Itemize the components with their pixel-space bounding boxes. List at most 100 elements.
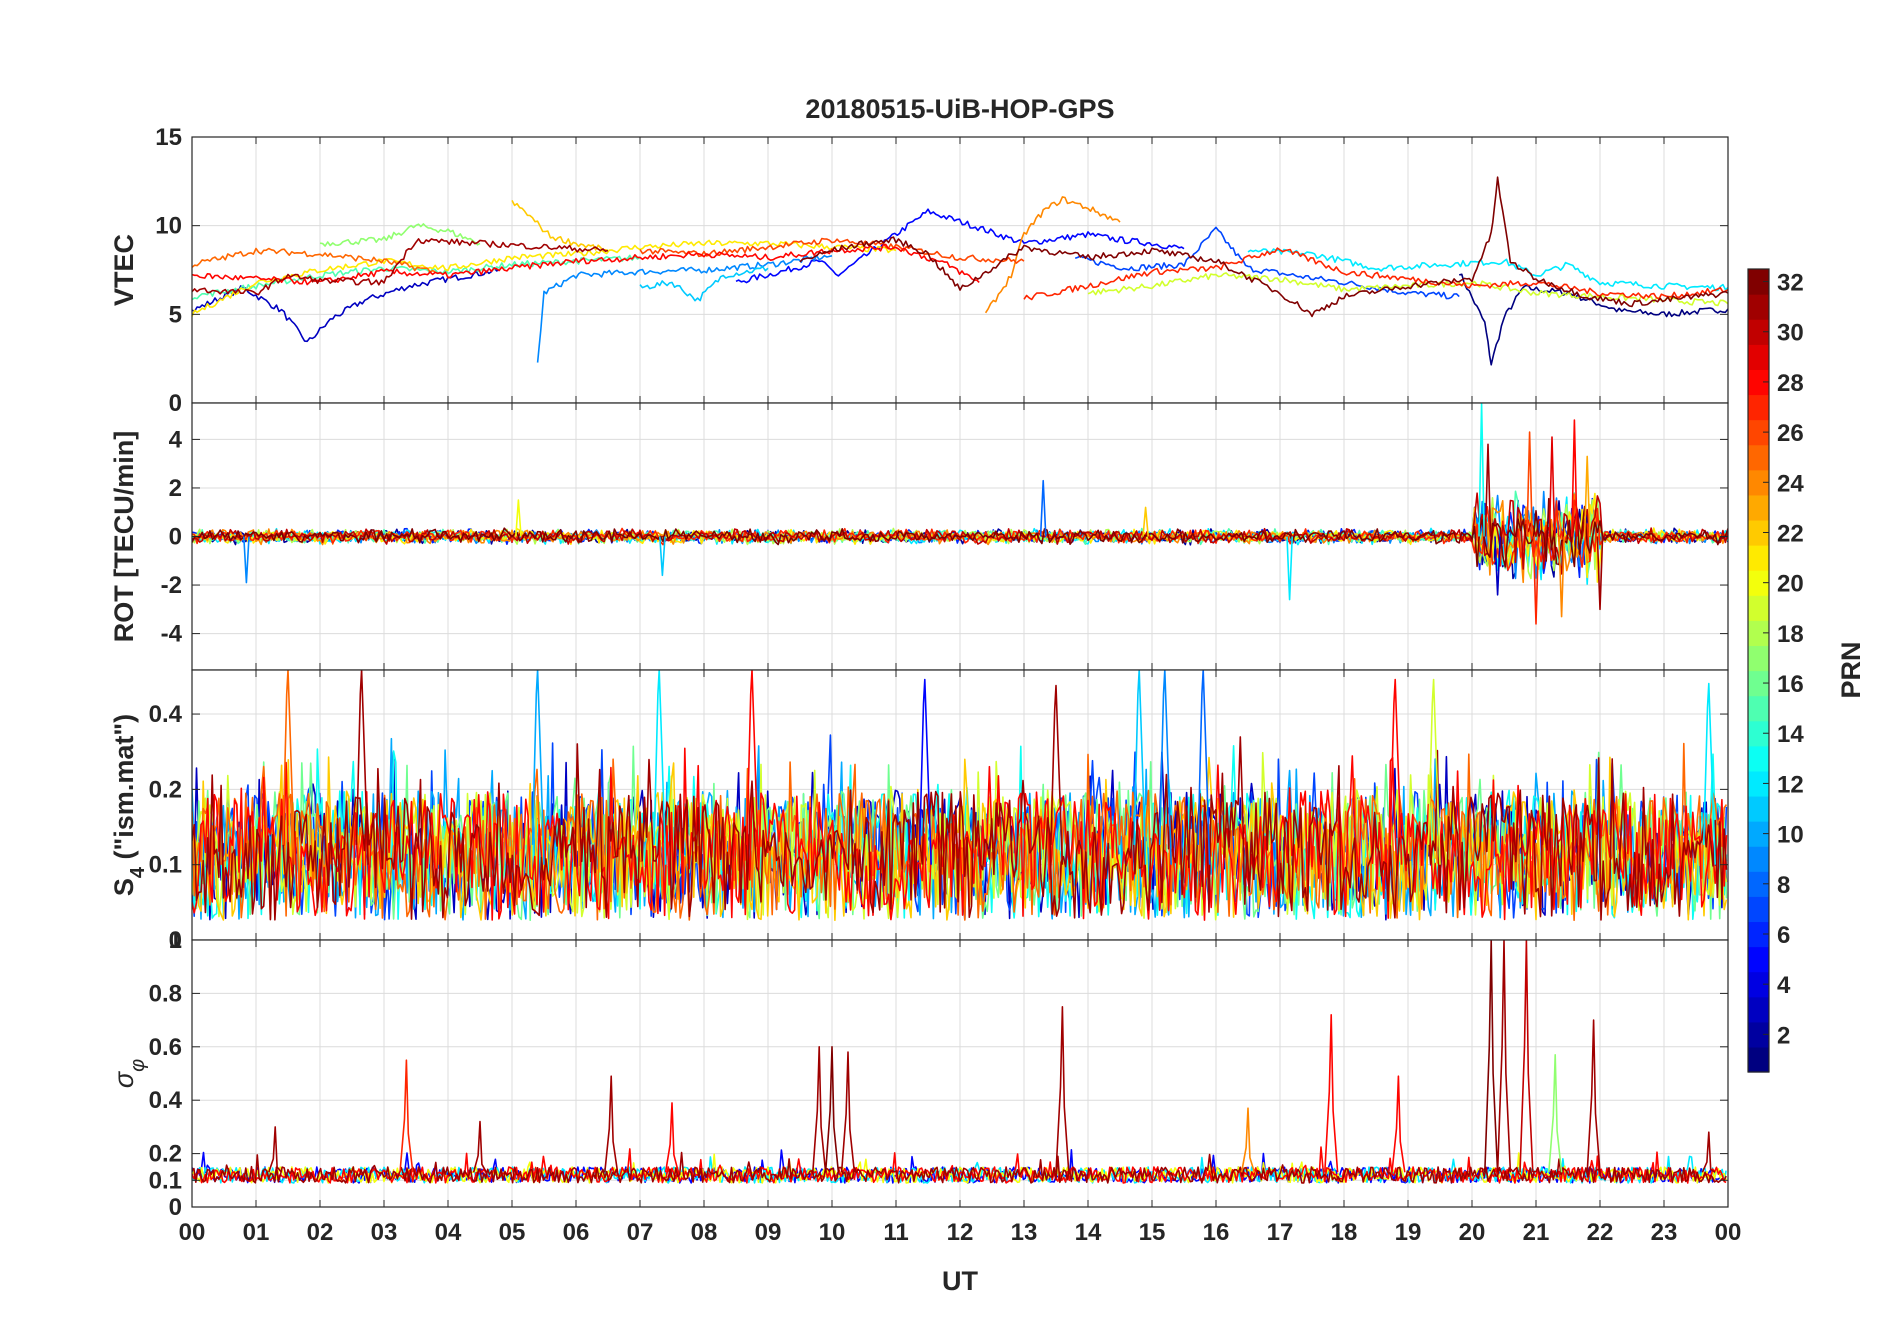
x-tick-label: 04 [435, 1219, 462, 1246]
colorbar-segment [1748, 294, 1769, 320]
rot-spike [1478, 403, 1485, 537]
vtec-series-prn-25 [192, 247, 436, 273]
y-axis-label-s4: S4 ("ism.mat") [109, 714, 149, 896]
y-tick-label: 0.6 [149, 1034, 182, 1061]
sigma-peak [664, 1102, 680, 1173]
y-tick-label: 0.2 [149, 776, 182, 803]
y-axis-label-rot: ROT [TECU/min] [109, 431, 139, 642]
rot-spike [1532, 536, 1540, 625]
s4-peak [1197, 670, 1211, 865]
colorbar-segment [1748, 745, 1769, 772]
colorbar-tick-label: 24 [1777, 470, 1804, 497]
colorbar-segment [1748, 971, 1769, 998]
sigma-peak [1519, 940, 1534, 1173]
y-tick-label: 0 [169, 1194, 182, 1221]
s4-peak [1702, 682, 1716, 865]
colorbar-segment [1748, 620, 1769, 646]
vtec-series-prn-21 [192, 239, 897, 317]
x-tick-label: 13 [1011, 1219, 1038, 1246]
panel-rot: -4 -2 0 2 4 ROT [TECU/min] [109, 402, 1729, 671]
y-tick-label: 15 [155, 124, 182, 151]
colorbar-tick-label: 10 [1777, 822, 1804, 849]
s4-peak [746, 670, 760, 865]
colorbar-segment [1748, 695, 1769, 722]
y-tick-label-bottom: 0 [169, 927, 182, 954]
y-tick-label: 0.1 [149, 1167, 182, 1194]
colorbar-tick-label: 16 [1777, 671, 1804, 698]
colorbar-label: PRN [1836, 641, 1866, 698]
colorbar-segment [1748, 770, 1769, 797]
colorbar-segment [1748, 570, 1769, 596]
chart-title: 20180515-UiB-HOP-GPS [805, 94, 1114, 124]
x-tick-label: 17 [1267, 1219, 1294, 1246]
sigma-peak [1586, 1019, 1601, 1173]
colorbar-segment [1748, 344, 1769, 370]
x-tick-label: 21 [1523, 1219, 1550, 1246]
sigma-peak [399, 1059, 414, 1173]
s4-peak [282, 670, 296, 865]
sigma-peak [1496, 940, 1512, 1173]
vtec-series-prn-5 [735, 208, 1185, 284]
s4-peak [531, 670, 545, 865]
rot-spike [1039, 479, 1047, 537]
colorbar-segment [1748, 545, 1769, 571]
y-tick-label: 4 [169, 426, 183, 453]
rot-spike [515, 499, 522, 537]
rot-series-prn-30 [192, 492, 1728, 575]
x-tick-label: 11 [883, 1219, 908, 1246]
vtec-series-prn-26 [639, 237, 1025, 264]
panel-vtec: 0 5 10 15 VTEC [109, 124, 1729, 417]
colorbar-tick-label: 4 [1777, 972, 1791, 999]
s4-series-prn-31 [192, 736, 1728, 921]
colorbar-segment [1748, 469, 1769, 496]
colorbar-segment [1748, 419, 1769, 446]
colorbar-segment [1748, 896, 1769, 923]
x-tick-label: 23 [1651, 1219, 1678, 1246]
x-tick-label: 14 [1075, 1219, 1102, 1246]
x-tick-label: 00 [179, 1219, 206, 1246]
y-tick-label: -2 [161, 572, 182, 599]
colorbar-segment [1748, 996, 1769, 1023]
s4-peak [1389, 678, 1403, 865]
y-tick-label: 0.2 [149, 1141, 182, 1168]
colorbar-tick-label: 6 [1777, 922, 1790, 949]
colorbar-segment [1748, 595, 1769, 621]
rot-spike [1583, 455, 1591, 537]
x-tick-label: 06 [563, 1219, 590, 1246]
colorbar-segment [1748, 795, 1769, 822]
sigma-peak [1324, 1014, 1339, 1173]
s4-peak [1133, 670, 1147, 865]
x-tick-label: 05 [499, 1219, 526, 1246]
rot-spike [1548, 436, 1556, 537]
s4-peak [918, 678, 932, 865]
x-tick-label: 03 [371, 1219, 398, 1246]
vtec-series-prn-9 [536, 254, 833, 363]
rot-spike [1596, 536, 1604, 611]
y-tick-label: 0.1 [149, 852, 182, 879]
colorbar-tick-label: 12 [1777, 771, 1804, 798]
series-group [192, 940, 1727, 1184]
y-axis-label-sigma: σφ [109, 1059, 149, 1088]
colorbar-segment [1748, 821, 1769, 847]
vtec-series-prn-22 [511, 200, 609, 252]
x-tick-label: 07 [627, 1219, 654, 1246]
colorbar-segment [1748, 444, 1769, 471]
x-tick-label: 09 [755, 1219, 782, 1246]
colorbar-segment [1748, 519, 1769, 546]
sigma-peak [1701, 1131, 1716, 1173]
colorbar-segment [1748, 1046, 1769, 1073]
y-tick-label: 2 [169, 475, 182, 502]
y-axis-label-vtec: VTEC [109, 234, 139, 306]
s4-peak [1158, 670, 1172, 865]
sigma-peak [812, 1046, 827, 1173]
x-tick-label: 16 [1203, 1219, 1230, 1246]
sigma-peak [1548, 1054, 1563, 1173]
colorbar-segment [1748, 871, 1769, 897]
y-tick-label: 10 [155, 213, 182, 240]
colorbar-segment [1748, 394, 1769, 421]
colorbar-segment [1748, 269, 1769, 295]
